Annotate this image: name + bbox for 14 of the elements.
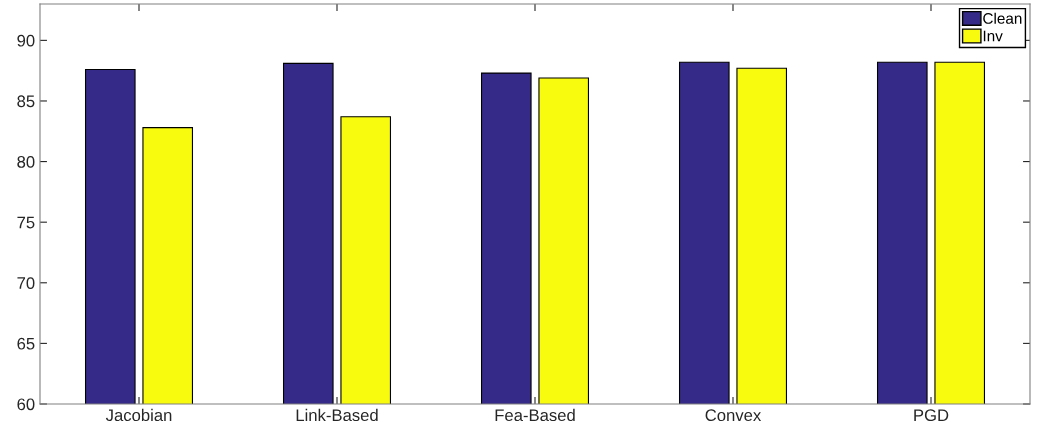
y-tick-label: 80 (17, 155, 35, 168)
x-tick-label: Jacobian (105, 408, 172, 422)
legend-label: Inv (983, 30, 1003, 42)
x-tick-label: Link-Based (296, 408, 378, 422)
y-tick-label: 85 (17, 95, 35, 108)
x-tick-label: Fea-Based (495, 408, 575, 422)
y-tick-label: 65 (17, 337, 35, 350)
y-tick-label: 60 (17, 398, 35, 411)
x-tick-label: PGD (914, 409, 949, 422)
x-tick-label: Convex (705, 409, 762, 422)
y-tick-label: 75 (17, 216, 35, 229)
y-tick-label: 70 (17, 277, 35, 289)
y-tick-label: 90 (17, 34, 35, 47)
legend-label: Clean (983, 12, 1022, 24)
